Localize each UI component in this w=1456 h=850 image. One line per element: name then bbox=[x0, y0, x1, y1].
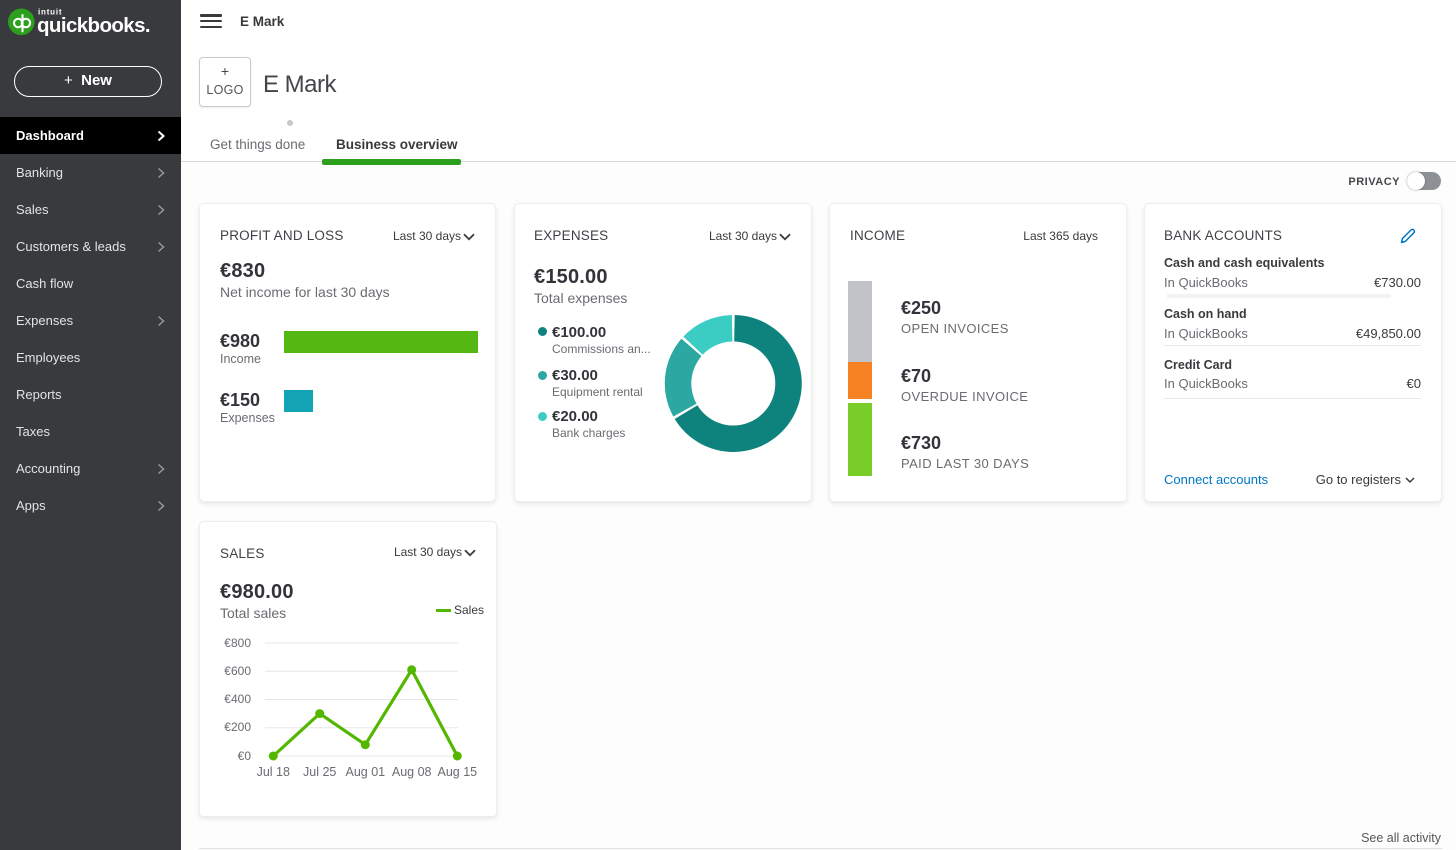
svg-text:quickbooks.: quickbooks. bbox=[37, 14, 150, 37]
svg-text:Aug 15: Aug 15 bbox=[437, 765, 477, 779]
svg-text:€800: €800 bbox=[224, 636, 251, 650]
svg-text:€200: €200 bbox=[224, 720, 251, 734]
svg-text:€600: €600 bbox=[224, 664, 251, 678]
svg-text:Jul 25: Jul 25 bbox=[303, 765, 336, 779]
svg-text:Jul 18: Jul 18 bbox=[257, 765, 290, 779]
svg-text:intuit: intuit bbox=[38, 8, 62, 17]
svg-text:Aug 01: Aug 01 bbox=[345, 765, 385, 779]
svg-text:Aug 08: Aug 08 bbox=[392, 765, 432, 779]
svg-text:€400: €400 bbox=[224, 692, 251, 706]
svg-text:€0: €0 bbox=[238, 749, 252, 763]
